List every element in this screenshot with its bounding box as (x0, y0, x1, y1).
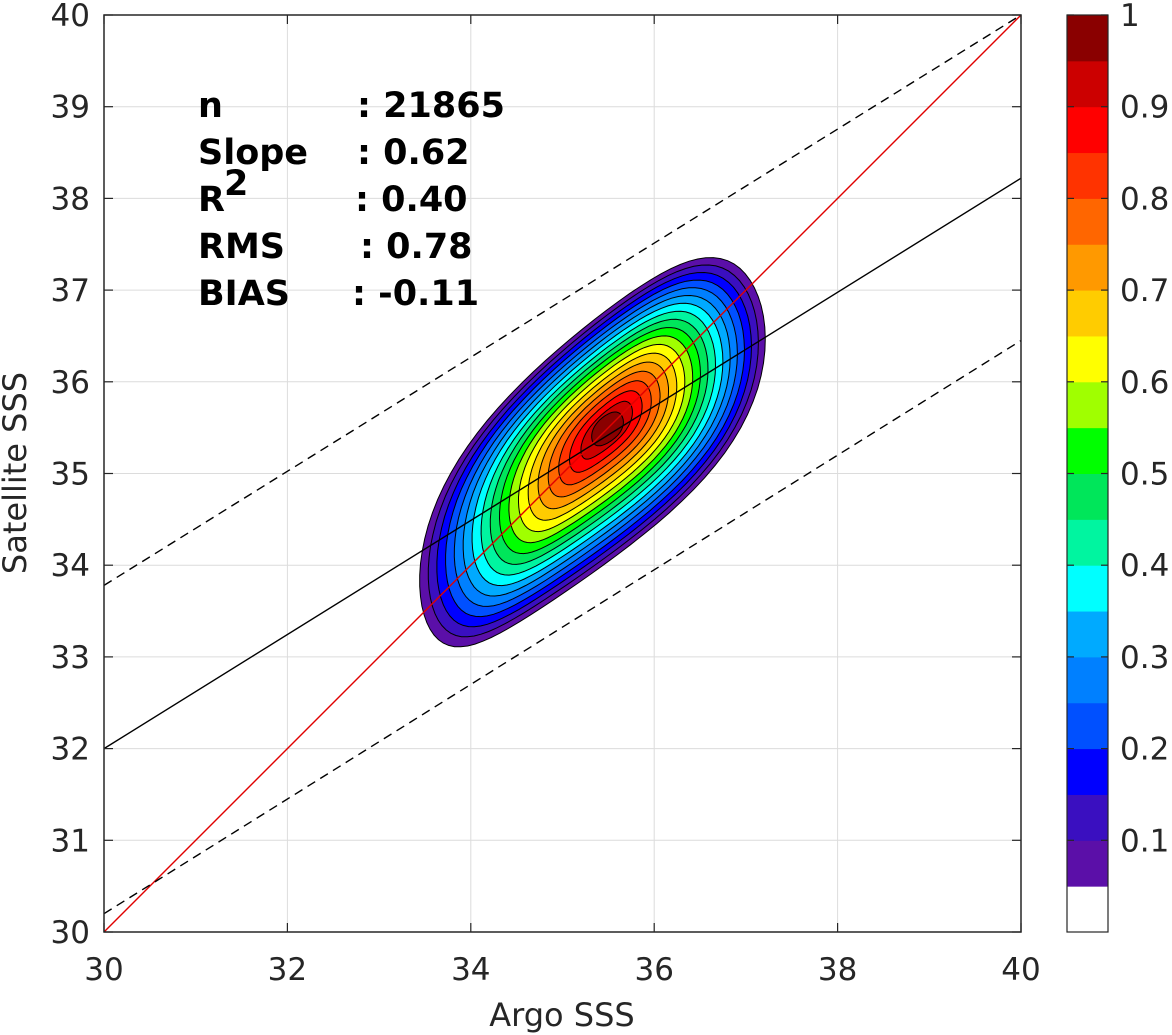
one-to-one-line (104, 15, 1021, 932)
colorbar-tick-label: 0.5 (1120, 457, 1169, 493)
stat-name: Slope (198, 133, 308, 173)
colorbar-segment (1067, 152, 1108, 199)
colorbar-segment (1067, 611, 1108, 658)
colorbar-segment (1067, 381, 1108, 429)
lower-bound-line (104, 339, 1021, 915)
colorbar-segment (1067, 473, 1108, 520)
reference-lines (104, 15, 1021, 932)
x-tick-label: 40 (1001, 952, 1040, 988)
colorbar-segment (1067, 15, 1108, 62)
colorbar-tick-label: 0.6 (1120, 365, 1169, 401)
colorbar-segment (1067, 519, 1108, 566)
y-tick-label: 32 (51, 732, 90, 768)
y-tick-label: 39 (51, 90, 90, 126)
colorbar (1066, 14, 1109, 933)
y-tick-label: 31 (51, 823, 90, 859)
colorbar-segment (1067, 794, 1108, 841)
colorbar-segment (1067, 840, 1108, 887)
colorbar-segment (1067, 60, 1108, 108)
colorbar-segment (1067, 106, 1108, 154)
colorbar-segment (1067, 656, 1108, 704)
y-tick-label: 33 (51, 640, 90, 676)
colorbar-tick-label: 0.4 (1120, 548, 1169, 584)
y-tick-label: 36 (51, 365, 90, 401)
colorbar-segment (1067, 565, 1108, 612)
colorbar-tick-label: 0.2 (1120, 732, 1169, 768)
y-tick-label: 35 (51, 457, 90, 493)
colorbar-tick-label: 0.1 (1120, 823, 1169, 859)
stat-superscript: 2 (224, 164, 248, 204)
y-tick-label: 37 (51, 273, 90, 309)
colorbar-tick-labels: 0.1 0.2 0.3 0.4 0.5 0.6 0.7 0.8 0.9 1 (1120, 0, 1169, 859)
x-tick-label: 36 (634, 952, 673, 988)
stat-value: : 21865 (357, 86, 505, 126)
x-tick-label: 38 (818, 952, 857, 988)
statistics-box: n : 21865 Slope : 0.62 R 2 : 0.40 RMS : 0.78 BIAS… (198, 86, 505, 314)
x-axis-label: Argo SSS (489, 996, 634, 1034)
colorbar-segment (1067, 702, 1108, 750)
colorbar-segment (1067, 427, 1108, 474)
colorbar-tick-label: 0.7 (1120, 273, 1169, 309)
stat-name: RMS (198, 227, 285, 267)
stat-name: BIAS (198, 274, 290, 314)
colorbar-segment (1067, 886, 1108, 933)
density-contours (419, 257, 766, 648)
x-tick-label: 30 (84, 952, 123, 988)
colorbar-segment (1067, 198, 1108, 245)
colorbar-tick-label: 0.9 (1120, 90, 1169, 126)
x-tick-labels: 30 32 34 36 38 40 (84, 952, 1040, 988)
colorbar-segment (1067, 335, 1108, 383)
axis-ticks (103, 14, 1022, 933)
y-tick-label: 30 (51, 915, 90, 951)
stat-value: : 0.40 (355, 180, 468, 220)
stat-value: : 0.78 (360, 227, 473, 267)
colorbar-tick-label: 0.3 (1120, 640, 1169, 676)
fit-line (104, 177, 1021, 750)
colorbar-tick-label: 0.8 (1120, 181, 1169, 217)
y-tick-label: 40 (51, 0, 90, 34)
stat-value: : -0.11 (352, 274, 479, 314)
y-tick-label: 34 (51, 548, 90, 584)
y-tick-label: 38 (51, 181, 90, 217)
x-tick-label: 34 (451, 952, 490, 988)
colorbar-segment (1067, 290, 1108, 337)
colorbar-tick-label: 1 (1120, 0, 1140, 34)
x-tick-label: 32 (268, 952, 307, 988)
stat-name: n (198, 86, 223, 126)
colorbar-segment (1067, 244, 1108, 291)
colorbar-segment (1067, 748, 1108, 795)
y-tick-labels: 30 31 32 33 34 35 36 37 38 39 40 (51, 0, 90, 951)
stat-value: : 0.62 (357, 133, 470, 173)
y-axis-label: Satellite SSS (0, 372, 34, 574)
stat-name: R (198, 180, 225, 220)
